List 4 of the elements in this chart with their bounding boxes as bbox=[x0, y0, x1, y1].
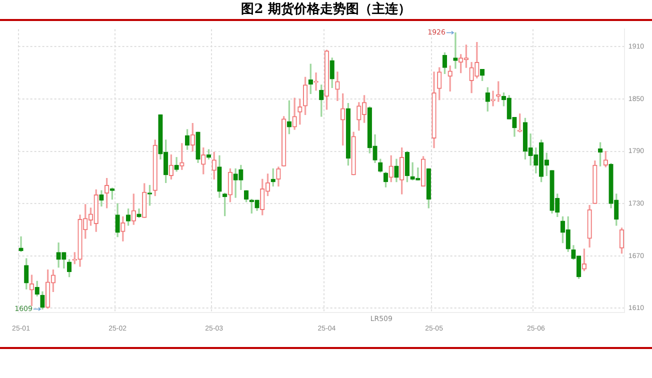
candlestick bbox=[18, 236, 24, 252]
chart-title: 图2 期货价格走势图（主连） bbox=[0, 1, 652, 21]
candlestick bbox=[298, 98, 302, 125]
candlestick bbox=[180, 143, 184, 170]
